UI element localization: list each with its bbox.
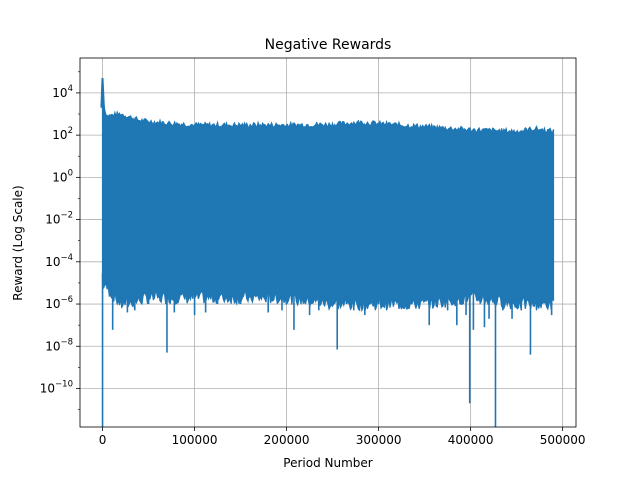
y-tick-label: 10−4 — [45, 253, 73, 269]
x-tick-label: 0 — [99, 433, 107, 447]
x-axis-ticks: 0 100000 200000 300000 400000 500000 — [99, 427, 586, 447]
y-tick-label: 10−6 — [45, 295, 73, 311]
y-tick-label: 10−10 — [40, 379, 73, 395]
series-band — [101, 78, 555, 313]
y-tick-label: 102 — [52, 126, 73, 142]
series-peak — [100, 78, 105, 108]
x-tick-label: 500000 — [540, 433, 586, 447]
x-axis-label: Period Number — [283, 456, 373, 470]
x-tick-label: 200000 — [264, 433, 310, 447]
x-tick-label: 400000 — [448, 433, 494, 447]
y-tick-label: 100 — [52, 168, 73, 184]
series-negative-rewards — [100, 78, 555, 427]
plot-frame — [79, 57, 577, 428]
y-tick-label: 10−2 — [45, 211, 73, 227]
x-tick-label: 100000 — [172, 433, 218, 447]
y-tick-label: 104 — [52, 84, 73, 100]
series-area — [100, 78, 555, 427]
x-tick-label: 300000 — [356, 433, 402, 447]
y-axis-ticks: 10−10 10−8 10−6 10−4 10−2 100 102 104 — [40, 71, 80, 410]
y-axis-label: Reward (Log Scale) — [11, 185, 25, 300]
y-tick-label: 10−8 — [45, 337, 73, 353]
chart-title: Negative Rewards — [265, 37, 392, 53]
